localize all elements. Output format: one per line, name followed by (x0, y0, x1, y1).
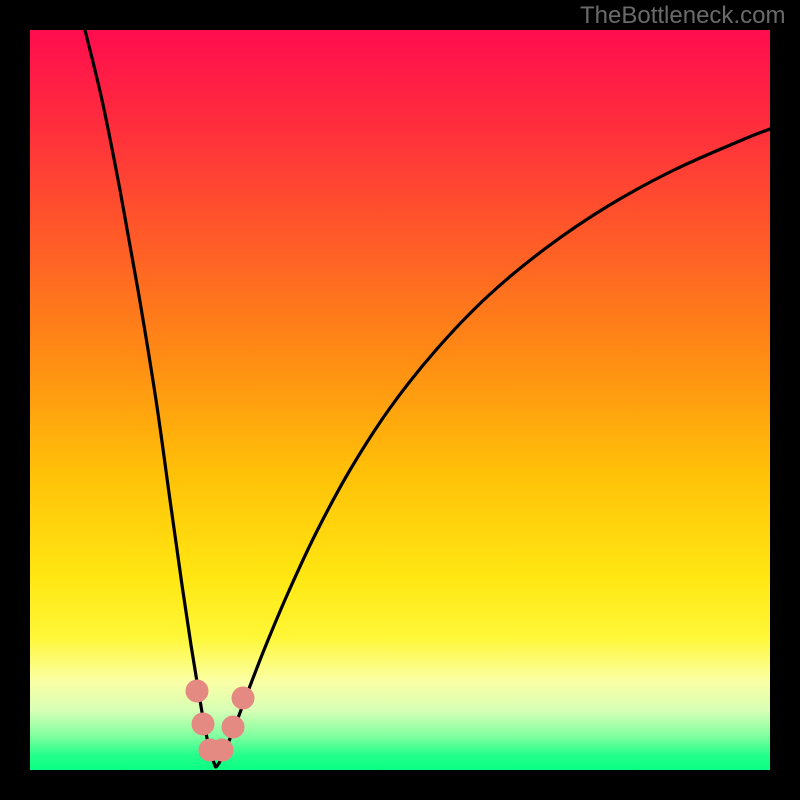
gradient-background (30, 30, 770, 770)
plot-area (30, 30, 770, 770)
data-marker (186, 680, 208, 702)
data-marker (192, 713, 214, 735)
data-marker (232, 687, 254, 709)
data-marker (222, 716, 244, 738)
watermark-text: TheBottleneck.com (580, 2, 785, 30)
data-marker (211, 739, 233, 761)
chart-svg (30, 30, 770, 770)
